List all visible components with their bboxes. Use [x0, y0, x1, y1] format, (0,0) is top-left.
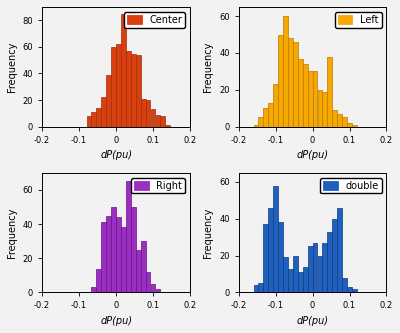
Bar — [131, 54, 136, 127]
Bar — [121, 14, 126, 127]
Bar — [332, 110, 337, 127]
Legend: Center: Center — [124, 12, 185, 28]
Bar — [318, 90, 322, 127]
Bar — [146, 100, 150, 127]
Bar — [111, 207, 116, 292]
Bar — [268, 103, 273, 127]
Bar — [278, 35, 283, 127]
Y-axis label: Frequency: Frequency — [7, 207, 17, 258]
Bar — [288, 268, 293, 292]
Bar — [293, 256, 298, 292]
Bar — [96, 108, 101, 127]
Bar — [332, 219, 337, 292]
Bar — [92, 112, 96, 127]
Legend: Left: Left — [335, 12, 382, 28]
Bar — [106, 75, 111, 127]
Bar — [337, 208, 342, 292]
Bar — [322, 243, 327, 292]
Bar — [347, 287, 352, 292]
Bar — [288, 38, 293, 127]
Bar — [136, 55, 141, 127]
Y-axis label: Frequency: Frequency — [7, 42, 17, 92]
Bar — [121, 227, 126, 292]
Bar — [165, 125, 170, 127]
Bar — [337, 114, 342, 127]
Bar — [136, 250, 141, 292]
Bar — [328, 232, 332, 292]
X-axis label: dP(pu): dP(pu) — [296, 150, 328, 160]
Bar — [322, 92, 327, 127]
Y-axis label: Frequency: Frequency — [204, 207, 214, 258]
Legend: double: double — [320, 177, 382, 193]
Bar — [303, 64, 308, 127]
Bar — [156, 115, 160, 127]
Bar — [146, 272, 150, 292]
Bar — [318, 256, 322, 292]
Bar — [342, 118, 347, 127]
Bar — [273, 185, 278, 292]
Bar — [328, 57, 332, 127]
Bar — [293, 42, 298, 127]
X-axis label: dP(pu): dP(pu) — [100, 316, 132, 326]
Bar — [263, 224, 268, 292]
X-axis label: dP(pu): dP(pu) — [100, 150, 132, 160]
Bar — [273, 84, 278, 127]
Bar — [92, 287, 96, 292]
Bar — [254, 285, 258, 292]
Bar — [96, 268, 101, 292]
Bar — [116, 217, 121, 292]
Bar — [347, 123, 352, 127]
Legend: Right: Right — [131, 177, 185, 193]
Bar — [313, 243, 318, 292]
Bar — [101, 97, 106, 127]
Bar — [111, 47, 116, 127]
Bar — [308, 246, 312, 292]
Bar — [283, 257, 288, 292]
Bar — [101, 222, 106, 292]
Bar — [141, 99, 146, 127]
Bar — [131, 207, 136, 292]
Bar — [283, 16, 288, 127]
Bar — [141, 241, 146, 292]
Bar — [258, 283, 263, 292]
Bar — [126, 51, 131, 127]
Bar — [150, 109, 156, 127]
Bar — [160, 116, 165, 127]
Bar — [126, 181, 131, 292]
Bar — [352, 289, 357, 292]
Bar — [268, 208, 273, 292]
Bar — [308, 71, 312, 127]
X-axis label: dP(pu): dP(pu) — [296, 316, 328, 326]
Bar — [263, 108, 268, 127]
Bar — [254, 125, 258, 127]
Bar — [106, 215, 111, 292]
Bar — [298, 272, 303, 292]
Bar — [156, 289, 160, 292]
Bar — [352, 125, 357, 127]
Bar — [116, 44, 121, 127]
Y-axis label: Frequency: Frequency — [204, 42, 214, 92]
Bar — [278, 222, 283, 292]
Bar — [150, 284, 156, 292]
Bar — [298, 59, 303, 127]
Bar — [258, 118, 263, 127]
Bar — [313, 71, 318, 127]
Bar — [342, 278, 347, 292]
Bar — [86, 116, 91, 127]
Bar — [303, 267, 308, 292]
